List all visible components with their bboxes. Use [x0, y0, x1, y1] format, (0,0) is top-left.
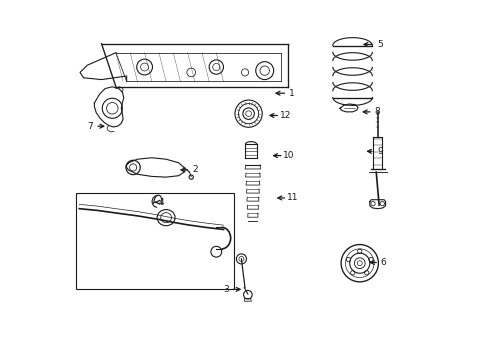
Text: 10: 10 [283, 151, 294, 160]
Text: 2: 2 [192, 166, 197, 175]
Text: 1: 1 [289, 89, 294, 98]
Text: 6: 6 [381, 258, 386, 267]
Text: 3: 3 [223, 285, 229, 294]
Text: 8: 8 [374, 107, 380, 116]
Bar [76, 193, 234, 289]
Text: 7: 7 [87, 122, 93, 131]
Text: 9: 9 [377, 147, 383, 156]
Text: 4: 4 [159, 198, 165, 207]
Text: 5: 5 [377, 40, 383, 49]
Text: 12: 12 [279, 111, 291, 120]
Text: 11: 11 [287, 193, 298, 202]
